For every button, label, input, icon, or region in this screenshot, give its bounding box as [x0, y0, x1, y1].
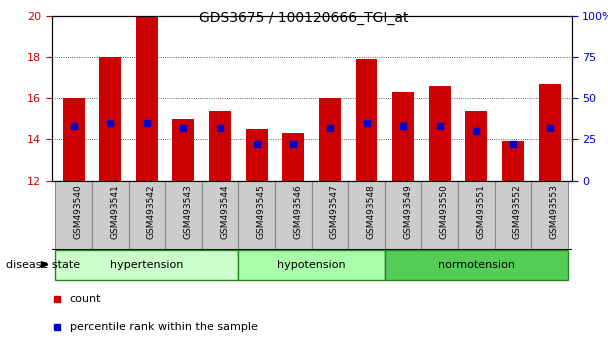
- Text: hypotension: hypotension: [277, 259, 346, 270]
- Bar: [55, 250, 238, 280]
- Bar: [458, 181, 495, 250]
- Bar: [246, 129, 268, 181]
- Bar: [136, 16, 158, 181]
- Text: GSM493553: GSM493553: [550, 184, 559, 239]
- Bar: [275, 181, 311, 250]
- Bar: [421, 181, 458, 250]
- Bar: [282, 133, 304, 181]
- Bar: [55, 181, 92, 250]
- Bar: [209, 110, 231, 181]
- Bar: [238, 250, 385, 280]
- Bar: [311, 181, 348, 250]
- Text: disease state: disease state: [6, 259, 80, 270]
- Text: GSM493548: GSM493548: [367, 184, 376, 239]
- Bar: [531, 181, 568, 250]
- Bar: [429, 86, 451, 181]
- Text: count: count: [70, 294, 102, 304]
- Text: GDS3675 / 100120666_TGI_at: GDS3675 / 100120666_TGI_at: [199, 11, 409, 25]
- Bar: [63, 98, 85, 181]
- Bar: [385, 250, 568, 280]
- Bar: [202, 181, 238, 250]
- Text: percentile rank within the sample: percentile rank within the sample: [70, 322, 258, 332]
- Bar: [392, 92, 414, 181]
- Bar: [92, 181, 128, 250]
- Bar: [539, 84, 561, 181]
- Bar: [356, 59, 378, 181]
- Bar: [348, 181, 385, 250]
- Bar: [385, 181, 421, 250]
- Text: GSM493551: GSM493551: [476, 184, 485, 239]
- Text: GSM493550: GSM493550: [440, 184, 449, 239]
- Text: GSM493545: GSM493545: [257, 184, 266, 239]
- Bar: [495, 181, 531, 250]
- Bar: [99, 57, 121, 181]
- Bar: [128, 181, 165, 250]
- Text: GSM493541: GSM493541: [110, 184, 119, 239]
- Text: GSM493542: GSM493542: [147, 184, 156, 239]
- Bar: [319, 98, 341, 181]
- Text: GSM493546: GSM493546: [293, 184, 302, 239]
- Text: normotension: normotension: [438, 259, 515, 270]
- Text: GSM493540: GSM493540: [74, 184, 83, 239]
- Bar: [465, 110, 488, 181]
- Text: GSM493549: GSM493549: [403, 184, 412, 239]
- Text: GSM493547: GSM493547: [330, 184, 339, 239]
- Text: hypertension: hypertension: [110, 259, 184, 270]
- Text: GSM493544: GSM493544: [220, 184, 229, 239]
- Text: GSM493552: GSM493552: [513, 184, 522, 239]
- Bar: [173, 119, 195, 181]
- Bar: [502, 142, 524, 181]
- Text: GSM493543: GSM493543: [184, 184, 193, 239]
- Bar: [165, 181, 202, 250]
- Bar: [238, 181, 275, 250]
